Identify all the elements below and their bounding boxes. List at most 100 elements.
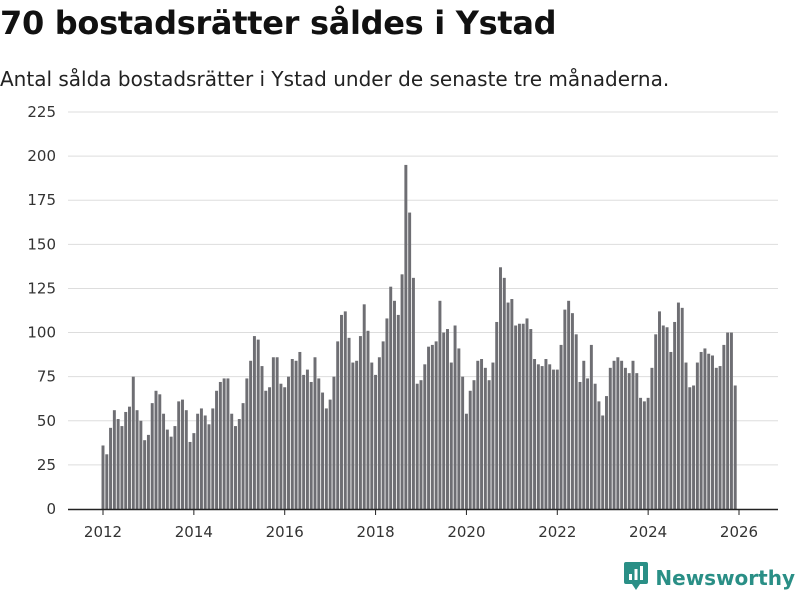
bar <box>196 413 200 509</box>
y-tick-label: 225 <box>27 103 56 121</box>
x-tick-label: 2020 <box>447 523 485 541</box>
bar <box>362 304 366 509</box>
bar <box>245 378 249 509</box>
bar <box>491 362 495 509</box>
bar <box>313 357 317 509</box>
bar <box>673 321 677 509</box>
bar <box>377 357 381 509</box>
x-tick-label: 2026 <box>720 523 758 541</box>
bar <box>544 359 548 509</box>
bar <box>692 385 696 509</box>
bar <box>525 318 529 509</box>
bar <box>351 362 355 509</box>
bar <box>139 420 143 509</box>
bar <box>487 380 491 509</box>
bar <box>177 401 181 509</box>
y-tick-label: 25 <box>37 456 56 474</box>
bar <box>514 325 518 509</box>
bar <box>608 367 612 509</box>
chart-title: 70 bostadsrätter såldes i Ystad <box>0 4 557 42</box>
bar <box>688 387 692 509</box>
bar <box>260 366 264 509</box>
bar <box>218 381 222 509</box>
axes: 0 25 50 75 100 125 150 175 200 225 70 2012 2014 2016 2… <box>27 0 778 541</box>
bar <box>722 344 726 509</box>
bar <box>381 341 385 509</box>
bar <box>574 334 578 509</box>
y-tick-label: 150 <box>27 235 56 253</box>
bar <box>695 362 699 509</box>
x-tick-label: 2014 <box>175 523 213 541</box>
bar <box>676 302 680 509</box>
bar <box>684 362 688 509</box>
newsworthy-logo-icon <box>623 561 649 595</box>
y-tick-label: 125 <box>27 279 56 297</box>
bar <box>714 367 718 509</box>
x-tick-label: 2012 <box>84 523 122 541</box>
bar <box>499 267 502 509</box>
bar <box>370 362 374 509</box>
y-tick-label: 100 <box>27 324 56 342</box>
bar <box>302 374 306 509</box>
bar <box>533 359 537 509</box>
bar <box>726 332 730 509</box>
bar <box>468 390 472 509</box>
bar <box>203 415 207 509</box>
bar <box>612 360 616 509</box>
bar <box>415 383 419 509</box>
bar <box>252 336 256 509</box>
bar <box>211 408 215 509</box>
bar <box>184 410 188 509</box>
bar <box>461 376 465 509</box>
bar <box>639 397 643 509</box>
bar <box>321 392 325 509</box>
bar <box>707 353 711 509</box>
bar <box>120 426 124 509</box>
x-tick-label: 2016 <box>266 523 304 541</box>
bar <box>408 212 412 509</box>
bar <box>567 300 571 509</box>
brand-logo: Newsworthy <box>623 561 795 595</box>
bar <box>124 411 128 509</box>
bar <box>355 360 359 509</box>
bar <box>427 346 431 509</box>
bar <box>419 380 423 509</box>
bar <box>483 367 487 509</box>
bar <box>215 390 219 509</box>
bar <box>480 359 484 509</box>
bar <box>385 318 389 509</box>
bar <box>578 381 582 509</box>
bar <box>181 399 184 509</box>
bar <box>597 401 601 509</box>
bar <box>150 403 154 509</box>
bar <box>340 314 343 509</box>
y-tick-label: 200 <box>27 147 56 165</box>
bar <box>616 357 620 509</box>
chart-subtitle: Antal sålda bostadsrätter i Ystad under … <box>0 67 670 91</box>
bar <box>476 360 480 509</box>
bar <box>495 321 499 509</box>
bar <box>347 337 351 509</box>
bar <box>283 387 287 509</box>
bar <box>158 394 162 509</box>
bar <box>237 419 241 509</box>
bar <box>393 300 396 509</box>
bar <box>430 344 434 509</box>
bar <box>699 351 703 509</box>
bar <box>642 401 646 509</box>
bar <box>324 408 328 509</box>
bar <box>586 378 590 509</box>
bar <box>256 339 260 509</box>
bar <box>635 373 639 509</box>
bar <box>438 300 442 509</box>
bar <box>162 413 166 509</box>
bar <box>336 341 340 509</box>
bar <box>101 445 105 509</box>
bar <box>665 327 669 509</box>
bar <box>275 357 279 509</box>
bar <box>328 399 332 509</box>
bar <box>729 332 733 509</box>
bar <box>453 325 457 509</box>
bar <box>366 330 370 509</box>
